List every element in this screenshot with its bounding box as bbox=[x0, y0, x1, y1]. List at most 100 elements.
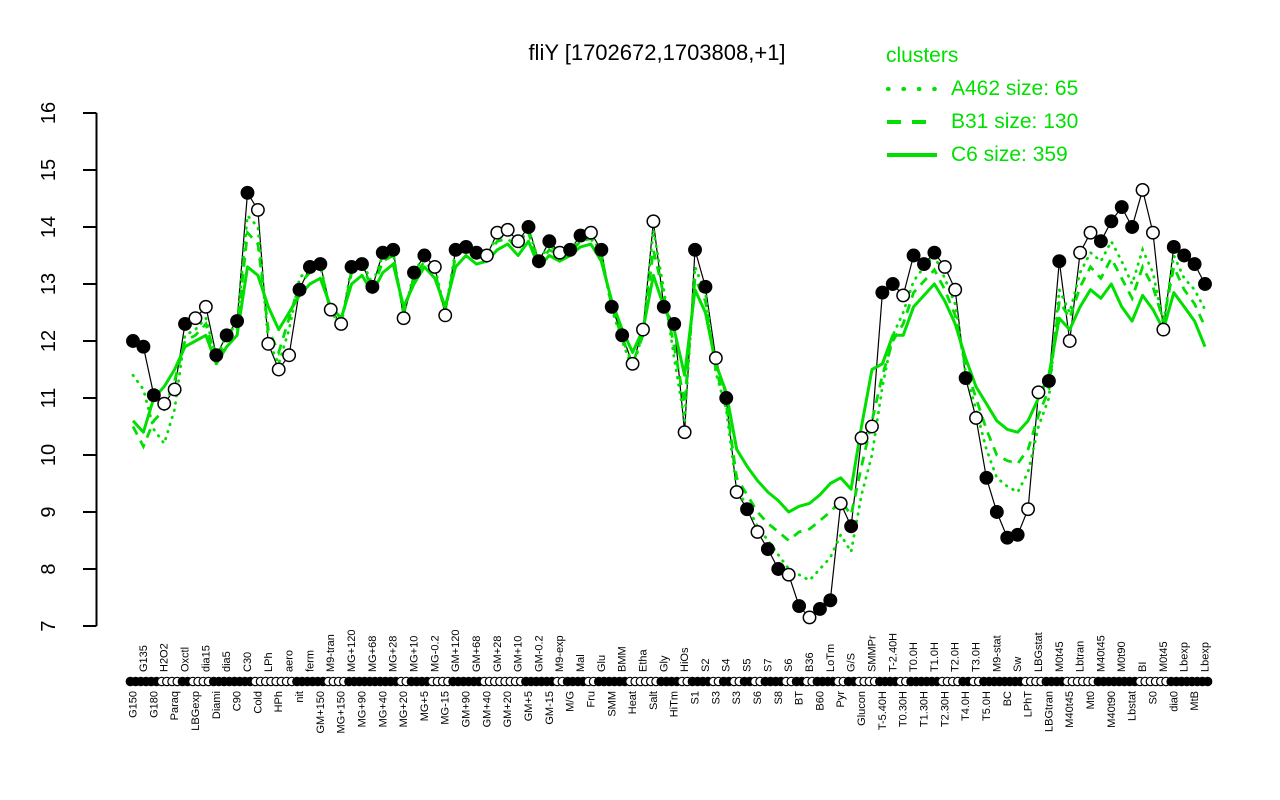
data-point-filled bbox=[656, 299, 671, 314]
data-point-filled bbox=[594, 242, 609, 257]
condition-label: GM+68 bbox=[471, 636, 483, 672]
dashed-line-icon bbox=[887, 119, 937, 124]
data-point-filled bbox=[417, 248, 432, 263]
data-point-filled bbox=[906, 248, 921, 263]
condition-label: LBGexp bbox=[190, 691, 202, 731]
condition-label: Etha bbox=[638, 648, 650, 672]
condition-label: GM+120 bbox=[450, 630, 462, 673]
condition-label: T5.0H bbox=[981, 691, 993, 721]
legend-item-a462: A462 size: 65 bbox=[886, 72, 1078, 105]
condition-label: MG+28 bbox=[388, 636, 400, 672]
condition-label: MG+20 bbox=[398, 691, 410, 727]
data-point-filled bbox=[146, 388, 161, 403]
data-point-open bbox=[729, 485, 744, 499]
data-point-open bbox=[865, 419, 879, 434]
condition-label: S6 bbox=[783, 659, 795, 672]
data-point-filled bbox=[1177, 248, 1192, 263]
data-point-filled bbox=[178, 316, 192, 331]
condition-label: MG+90 bbox=[357, 691, 369, 727]
data-point-open bbox=[781, 567, 796, 582]
y-tick-label: 9 bbox=[38, 506, 60, 517]
data-point-open bbox=[969, 411, 983, 425]
condition-label: S1 bbox=[690, 691, 702, 704]
series-C6-solid-line bbox=[131, 239, 1207, 514]
data-point-open bbox=[427, 259, 442, 274]
legend-item-label: C6 size: 359 bbox=[951, 142, 1068, 166]
condition-label: GM+20 bbox=[502, 691, 514, 727]
condition-label: GM+150 bbox=[315, 691, 327, 734]
data-point-filled bbox=[688, 242, 702, 257]
condition-label: S8 bbox=[773, 691, 785, 704]
data-point-filled bbox=[989, 505, 1004, 519]
data-point-filled bbox=[917, 257, 931, 271]
condition-label: MG+5 bbox=[419, 691, 431, 721]
data-point-open bbox=[1156, 322, 1171, 337]
condition-label: Gly bbox=[658, 655, 670, 672]
data-point-filled bbox=[1187, 257, 1202, 271]
data-point-filled bbox=[136, 339, 151, 354]
data-point-filled bbox=[719, 391, 734, 405]
data-point-filled bbox=[407, 265, 421, 280]
condition-label: Mal bbox=[575, 654, 587, 672]
fliY-data-points bbox=[126, 183, 1212, 625]
condition-label: SMMPr bbox=[867, 635, 879, 672]
condition-label: HPh bbox=[273, 691, 285, 712]
condition-label: GM+90 bbox=[461, 691, 473, 727]
data-point-open bbox=[646, 214, 661, 229]
cluster-legend: clusters A462 size: 65 B31 size: 130 C6 … bbox=[886, 44, 1078, 171]
condition-label: Oxctl bbox=[180, 647, 192, 672]
data-point-filled bbox=[365, 279, 380, 294]
condition-label: Fru bbox=[585, 691, 597, 708]
condition-label: M9-stat bbox=[991, 635, 1003, 672]
condition-label: nit bbox=[294, 691, 306, 703]
data-point-open bbox=[896, 288, 911, 303]
data-point-filled bbox=[812, 601, 827, 616]
data-point-open bbox=[334, 316, 349, 331]
y-tick-label: 15 bbox=[38, 159, 60, 181]
condition-label: M0t45 bbox=[1158, 641, 1170, 672]
condition-label: BI bbox=[1137, 662, 1149, 672]
data-point-open bbox=[625, 356, 640, 371]
condition-label: Lbtran bbox=[1075, 641, 1087, 672]
condition-label: Diami bbox=[211, 691, 223, 719]
data-point-filled bbox=[885, 277, 900, 291]
dotted-line-icon bbox=[886, 86, 938, 91]
condition-label: dia5 bbox=[221, 651, 233, 672]
data-point-filled bbox=[313, 257, 328, 271]
data-point-open bbox=[833, 496, 848, 511]
data-point-filled bbox=[521, 220, 536, 234]
data-point-open bbox=[937, 259, 952, 274]
condition-label: M40t90 bbox=[1106, 691, 1118, 728]
data-point-filled bbox=[459, 240, 473, 254]
y-axis: 7 8 9 10 11 12 13 14 15 16 bbox=[38, 102, 98, 632]
condition-label: Lbexp bbox=[1179, 642, 1191, 672]
condition-label: Sw bbox=[1012, 657, 1024, 672]
condition-label: HiTm bbox=[669, 691, 681, 717]
data-point-open bbox=[948, 282, 963, 297]
legend-item-label: B31 size: 130 bbox=[951, 109, 1079, 133]
condition-label: GM-15 bbox=[544, 691, 556, 725]
data-point-filled bbox=[292, 282, 307, 297]
data-point-filled bbox=[1125, 220, 1140, 234]
condition-label: Paraq bbox=[169, 691, 181, 720]
data-point-filled bbox=[1114, 200, 1129, 215]
data-point-open bbox=[1021, 502, 1036, 517]
chart-title: fliY [1702672,1703808,+1] bbox=[528, 40, 786, 65]
condition-label: Glucon bbox=[856, 691, 868, 726]
condition-label: M9-tran bbox=[325, 634, 337, 672]
condition-label: H2O2 bbox=[159, 643, 171, 672]
data-point-open bbox=[583, 225, 598, 240]
data-point-open bbox=[157, 396, 172, 411]
condition-label: Pyr bbox=[835, 691, 847, 708]
y-tick-label: 10 bbox=[38, 444, 60, 466]
condition-label: S4 bbox=[721, 659, 733, 672]
data-point-filled bbox=[667, 316, 682, 331]
data-point-filled bbox=[240, 185, 255, 200]
condition-label: G135 bbox=[138, 645, 150, 672]
data-point-open bbox=[323, 302, 338, 317]
y-tick-label: 16 bbox=[38, 102, 60, 124]
condition-labels: G150 G135 G180 H2O2 Paraq Oxctl LBGexp dia15 Dia… bbox=[128, 630, 1212, 734]
y-tick-label: 11 bbox=[38, 388, 60, 409]
condition-label: M40t45 bbox=[1064, 691, 1076, 728]
condition-label: T0.0H bbox=[908, 642, 920, 672]
